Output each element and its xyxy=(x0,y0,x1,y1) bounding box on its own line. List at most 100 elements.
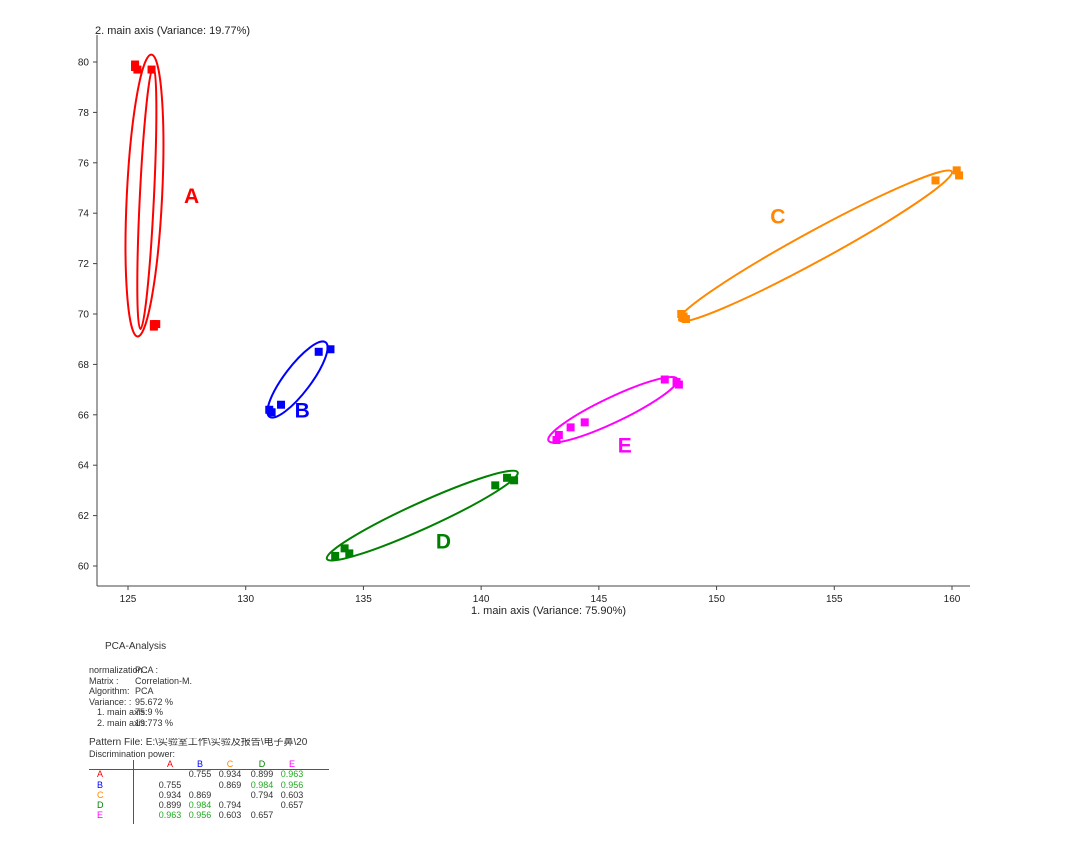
x-tick-label: 155 xyxy=(826,594,843,605)
point-A xyxy=(131,63,140,72)
parameter-key: normalization : xyxy=(89,665,148,675)
point-E xyxy=(566,423,575,432)
point-A xyxy=(149,322,158,331)
matrix-cell: 0.755 xyxy=(188,769,212,780)
point-C xyxy=(931,176,940,185)
parameter-key: Variance: : xyxy=(89,696,132,707)
matrix-cell: 0.794 xyxy=(250,789,274,800)
parameter-value: 75.9 % xyxy=(135,707,164,717)
point-C xyxy=(955,171,964,180)
matrix-cell: 0.984 xyxy=(188,800,212,811)
y-tick-label: 70 xyxy=(78,310,90,321)
matrix-cell: 0.755 xyxy=(158,779,182,790)
ellipse-A xyxy=(124,53,165,338)
matrix-cell: 0.603 xyxy=(218,810,242,821)
parameter-key: 2. main axis: xyxy=(97,717,148,728)
matrix-col-header: A xyxy=(166,759,173,769)
parameter-key: Algorithm: xyxy=(89,686,130,696)
matrix-cell: 0.956 xyxy=(188,810,212,821)
matrix-col-header: C xyxy=(226,759,234,769)
pattern-file: Pattern File: E:\实验室工作\实验及报告\电子鼻\20 xyxy=(89,738,308,748)
point-E xyxy=(554,430,563,439)
discrimination-power-label: Discrimination power: xyxy=(89,749,176,759)
point-D xyxy=(510,476,519,485)
pca-heading: PCA-Analysis xyxy=(105,641,167,652)
group-label-A: A xyxy=(184,185,199,208)
y-tick-label: 74 xyxy=(78,209,90,220)
matrix-cell: 0.657 xyxy=(280,800,304,811)
matrix-row-header: C xyxy=(97,789,104,800)
parameter-value: PCA xyxy=(135,686,154,696)
matrix-cell: 0.869 xyxy=(218,779,242,790)
matrix-cell: 0.603 xyxy=(280,789,304,800)
point-E xyxy=(552,436,561,444)
y-tick-label: 62 xyxy=(78,511,90,522)
matrix-row-header: E xyxy=(97,810,104,821)
point-B xyxy=(314,347,323,356)
parameter-value: Correlation-M. xyxy=(135,675,193,686)
x-tick-label: 145 xyxy=(591,594,608,605)
ellipse-B xyxy=(266,340,329,419)
matrix-cell: 0.657 xyxy=(250,810,274,821)
y-tick-label: 78 xyxy=(78,108,90,119)
point-D xyxy=(503,473,512,482)
matrix-col-header: E xyxy=(288,759,295,769)
ellipse-D xyxy=(325,469,519,562)
matrix-cell: 0.794 xyxy=(218,800,242,811)
point-E xyxy=(674,380,683,389)
group-label-B: B xyxy=(295,399,310,422)
y-tick-label: 80 xyxy=(78,58,90,69)
x-tick-label: 160 xyxy=(944,594,961,605)
matrix-cell: 0.984 xyxy=(250,779,274,790)
group-label-D: D xyxy=(436,530,451,553)
x-tick-label: 125 xyxy=(120,594,137,605)
ellipse-A xyxy=(136,66,158,330)
y-tick-label: 64 xyxy=(78,461,90,472)
y-tick-label: 60 xyxy=(78,562,90,573)
point-D xyxy=(331,551,340,560)
matrix-cell: 0.963 xyxy=(280,769,304,780)
point-B xyxy=(277,400,286,409)
point-D xyxy=(340,544,349,553)
matrix-cell: 0.963 xyxy=(158,810,182,821)
matrix-cell: 0.899 xyxy=(250,769,274,780)
matrix-row-header: D xyxy=(97,800,104,811)
point-C xyxy=(679,312,688,321)
ellipse-C xyxy=(677,169,953,323)
matrix-cell: 0.934 xyxy=(158,789,182,800)
point-B xyxy=(326,345,335,354)
parameter-value: 95.672 % xyxy=(135,696,174,707)
y-tick-label: 68 xyxy=(78,360,90,371)
x-tick-label: 140 xyxy=(473,594,490,605)
point-D xyxy=(491,481,500,490)
point-B xyxy=(267,408,276,417)
point-A xyxy=(147,65,156,74)
matrix-divider-vertical xyxy=(133,760,134,824)
matrix-cell: 0.869 xyxy=(188,789,212,800)
matrix-row-header: A xyxy=(97,769,104,780)
y-tick-label: 72 xyxy=(78,259,90,270)
matrix-divider-horizontal xyxy=(89,769,329,770)
matrix-col-header: B xyxy=(196,759,203,769)
matrix-col-header: D xyxy=(258,759,266,769)
matrix-row-header: B xyxy=(97,779,104,790)
point-C xyxy=(952,166,961,175)
point-D xyxy=(345,549,354,558)
parameter-key: 1. main axis: xyxy=(97,707,148,717)
parameter-value: PCA : xyxy=(135,665,159,675)
x-tick-label: 130 xyxy=(237,594,254,605)
y-tick-label: 66 xyxy=(78,410,90,421)
point-E xyxy=(660,375,669,384)
matrix-cell: 0.899 xyxy=(158,800,182,811)
parameter-key: Matrix : xyxy=(89,675,119,686)
group-label-C: C xyxy=(770,205,785,228)
y-axis-title: 2. main axis (Variance: 19.77%) xyxy=(95,25,250,37)
x-tick-label: 135 xyxy=(355,594,372,605)
x-tick-label: 150 xyxy=(708,594,725,605)
y-tick-label: 76 xyxy=(78,158,90,169)
matrix-cell: 0.934 xyxy=(218,769,242,780)
point-E xyxy=(580,418,589,427)
matrix-cell: 0.956 xyxy=(280,779,304,790)
parameter-value: 19.773 % xyxy=(135,717,174,728)
pca-scatter-plot: 125 130 135 140 145 150 155 160 60 62 64 66 68 70 72 74… xyxy=(78,25,970,617)
